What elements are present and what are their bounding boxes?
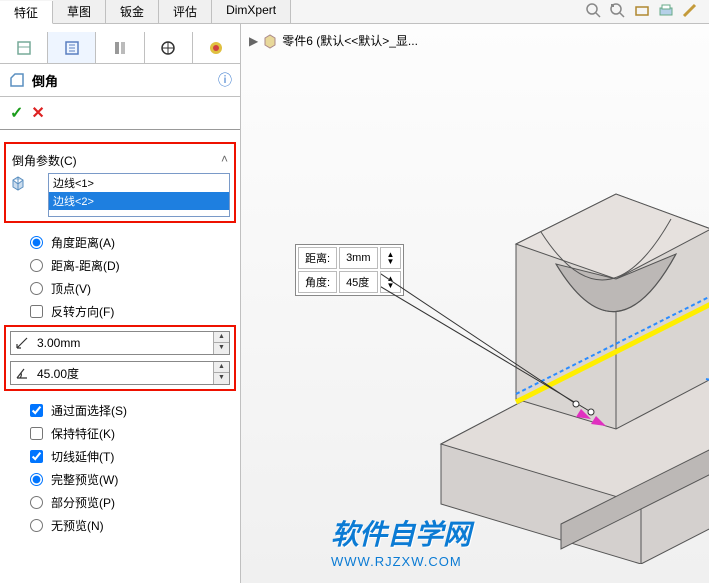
chk-reverse[interactable]: 反转方向(F)	[0, 300, 240, 323]
edge-item-2[interactable]: 边线<2>	[49, 192, 229, 210]
angle-up[interactable]: ▲	[214, 362, 229, 373]
radio-partial-preview[interactable]	[30, 496, 43, 509]
distance-down[interactable]: ▼	[214, 343, 229, 354]
angle-down[interactable]: ▼	[214, 373, 229, 384]
feature-header: 倒角 ⓘ	[0, 64, 240, 97]
edge-selection-icon	[10, 175, 26, 191]
panel-tab-dim[interactable]	[145, 32, 193, 63]
feature-title: 倒角	[32, 71, 218, 90]
property-panel: 倒角 ⓘ ✓ ✕ 倒角参数(C)˄ 边线<1> 边线<2> 角度距离(A) 距离…	[0, 24, 241, 583]
breadcrumb-text[interactable]: 零件6 (默认<<默认>_显...	[282, 32, 418, 49]
callout-ang-value[interactable]: 45度	[339, 271, 377, 293]
distance-icon	[11, 335, 33, 351]
print-icon[interactable]	[657, 2, 675, 20]
tab-evaluate[interactable]: 评估	[159, 0, 212, 23]
panel-tab-appearance[interactable]	[193, 32, 240, 63]
breadcrumb[interactable]: ▶ 零件6 (默认<<默认>_显...	[249, 32, 418, 49]
breadcrumb-arrow[interactable]: ▶	[249, 34, 258, 48]
tab-sketch[interactable]: 草图	[53, 0, 106, 23]
chamfer-icon	[8, 71, 26, 89]
graphics-viewport[interactable]: ▶ 零件6 (默认<<默认>_显... 距离:3mm▲▼ 角度:45度▲▼	[241, 24, 709, 583]
section-chamfer-params[interactable]: 倒角参数(C)˄	[10, 148, 230, 173]
angle-input[interactable]	[33, 366, 213, 380]
watermark-url: WWW.RJZXW.COM	[331, 554, 462, 569]
radio-full-preview[interactable]	[30, 473, 43, 486]
radio-vertex[interactable]	[30, 282, 43, 295]
cancel-button[interactable]: ✕	[31, 103, 44, 123]
params-highlight-box: 倒角参数(C)˄ 边线<1> 边线<2>	[4, 142, 236, 223]
zoom-icon[interactable]	[585, 2, 603, 20]
view-icon[interactable]	[633, 2, 651, 20]
distance-input[interactable]	[33, 336, 213, 350]
radio-no-preview[interactable]	[30, 519, 43, 532]
panel-tab-feature-tree[interactable]	[0, 32, 48, 63]
tab-feature[interactable]: 特征	[0, 1, 53, 24]
checkbox-keep-feature[interactable]	[30, 427, 43, 440]
radio-dist-dist[interactable]	[30, 259, 43, 272]
callout-ang-label: 角度:	[298, 271, 337, 293]
measure-icon[interactable]	[681, 2, 699, 20]
tab-sheetmetal[interactable]: 钣金	[106, 0, 159, 23]
chk-tangent-ext[interactable]: 切线延伸(T)	[0, 445, 240, 468]
panel-tab-bar	[0, 32, 240, 64]
confirm-row: ✓ ✕	[0, 97, 240, 130]
watermark-text: 软件自学网	[331, 513, 471, 553]
angle-field[interactable]: ▲▼	[10, 361, 230, 385]
chk-through-face[interactable]: 通过面选择(S)	[0, 399, 240, 422]
panel-tab-config[interactable]	[96, 32, 144, 63]
opt-angle-distance[interactable]: 角度距离(A)	[0, 231, 240, 254]
opt-partial-preview[interactable]: 部分预览(P)	[0, 491, 240, 514]
values-highlight-box: ▲▼ ▲▼	[4, 325, 236, 391]
radio-angle-dist[interactable]	[30, 236, 43, 249]
distance-up[interactable]: ▲	[214, 332, 229, 343]
top-toolbar-icons	[585, 2, 699, 20]
checkbox-through-face[interactable]	[30, 404, 43, 417]
checkbox-tangent-ext[interactable]	[30, 450, 43, 463]
opt-vertex[interactable]: 顶点(V)	[0, 277, 240, 300]
panel-tab-property[interactable]	[48, 32, 96, 63]
ok-button[interactable]: ✓	[10, 103, 23, 123]
edge-item-1[interactable]: 边线<1>	[49, 174, 229, 192]
opt-full-preview[interactable]: 完整预览(W)	[0, 468, 240, 491]
chk-keep-feature[interactable]: 保持特征(K)	[0, 422, 240, 445]
callout-dist-label: 距离:	[298, 247, 337, 269]
opt-no-preview[interactable]: 无预览(N)	[0, 514, 240, 537]
checkbox-reverse[interactable]	[30, 305, 43, 318]
callout-dist-value[interactable]: 3mm	[339, 247, 377, 269]
angle-icon	[11, 365, 33, 381]
opt-distance-distance[interactable]: 距离-距离(D)	[0, 254, 240, 277]
edge-selection-list[interactable]: 边线<1> 边线<2>	[48, 173, 230, 217]
part-icon	[262, 33, 278, 49]
distance-field[interactable]: ▲▼	[10, 331, 230, 355]
tab-dimxpert[interactable]: DimXpert	[212, 0, 291, 23]
model-3d[interactable]	[381, 184, 709, 564]
help-icon[interactable]: ⓘ	[218, 70, 232, 90]
zoom-fit-icon[interactable]	[609, 2, 627, 20]
